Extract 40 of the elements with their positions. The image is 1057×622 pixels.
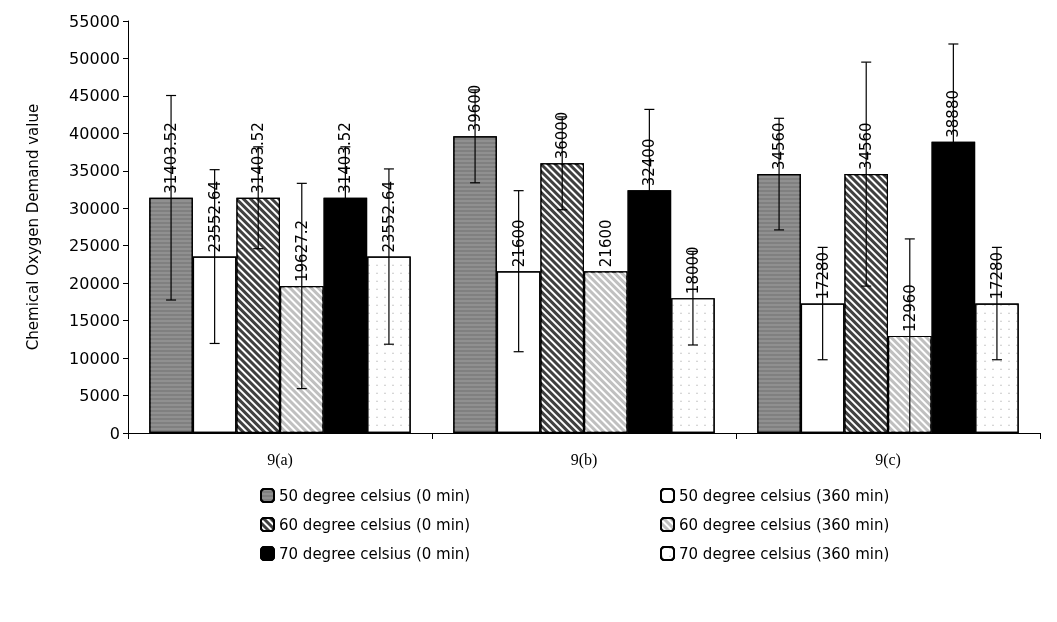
- data-label: 36000: [553, 111, 572, 160]
- data-label: 23552.64: [205, 180, 224, 253]
- legend-label: 70 degree celsius (0 min): [279, 544, 471, 563]
- y-tick-label: 10000: [69, 348, 120, 368]
- y-tick-label: 50000: [69, 48, 120, 68]
- y-tick-label: 30000: [69, 198, 120, 218]
- legend-label: 60 degree celsius (360 min): [679, 515, 890, 534]
- y-tick-label: 25000: [69, 236, 120, 256]
- data-label: 21600: [596, 219, 615, 268]
- y-tick-label: 20000: [69, 273, 120, 293]
- legend-label: 50 degree celsius (0 min): [279, 486, 471, 505]
- y-tick-label: 0: [109, 423, 120, 443]
- x-tick-label: 9(c): [875, 450, 901, 469]
- data-label: 23552.64: [379, 180, 398, 253]
- data-label: 31403.52: [336, 122, 355, 194]
- y-tick-label: 15000: [69, 311, 120, 331]
- y-tick-label: 5000: [79, 386, 120, 406]
- data-label: 34560: [857, 122, 876, 171]
- data-label: 19627.2: [292, 219, 311, 282]
- data-label: 12960: [900, 284, 919, 332]
- data-label: 39600: [466, 84, 485, 133]
- y-tick-label: 35000: [69, 161, 120, 181]
- x-tick-label: 9(b): [570, 450, 598, 469]
- legend-label: 70 degree celsius (360 min): [679, 544, 890, 563]
- data-label: 31403.52: [249, 122, 268, 194]
- data-label: 17280: [987, 251, 1006, 300]
- y-tick-label: 55000: [69, 11, 120, 31]
- data-label: 18000: [683, 246, 702, 295]
- y-tick-label: 45000: [69, 86, 120, 106]
- data-label: 17280: [813, 251, 832, 300]
- data-label: 31403.52: [162, 122, 181, 194]
- data-label: 38880: [944, 90, 963, 138]
- legend-label: 60 degree celsius (0 min): [279, 515, 471, 534]
- y-tick-label: 40000: [69, 123, 120, 143]
- y-axis-title: Chemical Oxygen Demand value: [23, 103, 42, 351]
- x-tick-label: 9(a): [267, 450, 293, 469]
- data-label: 21600: [509, 219, 528, 268]
- legend-label: 50 degree celsius (360 min): [679, 486, 890, 505]
- data-label: 34560: [770, 122, 789, 171]
- data-label: 32400: [640, 138, 659, 187]
